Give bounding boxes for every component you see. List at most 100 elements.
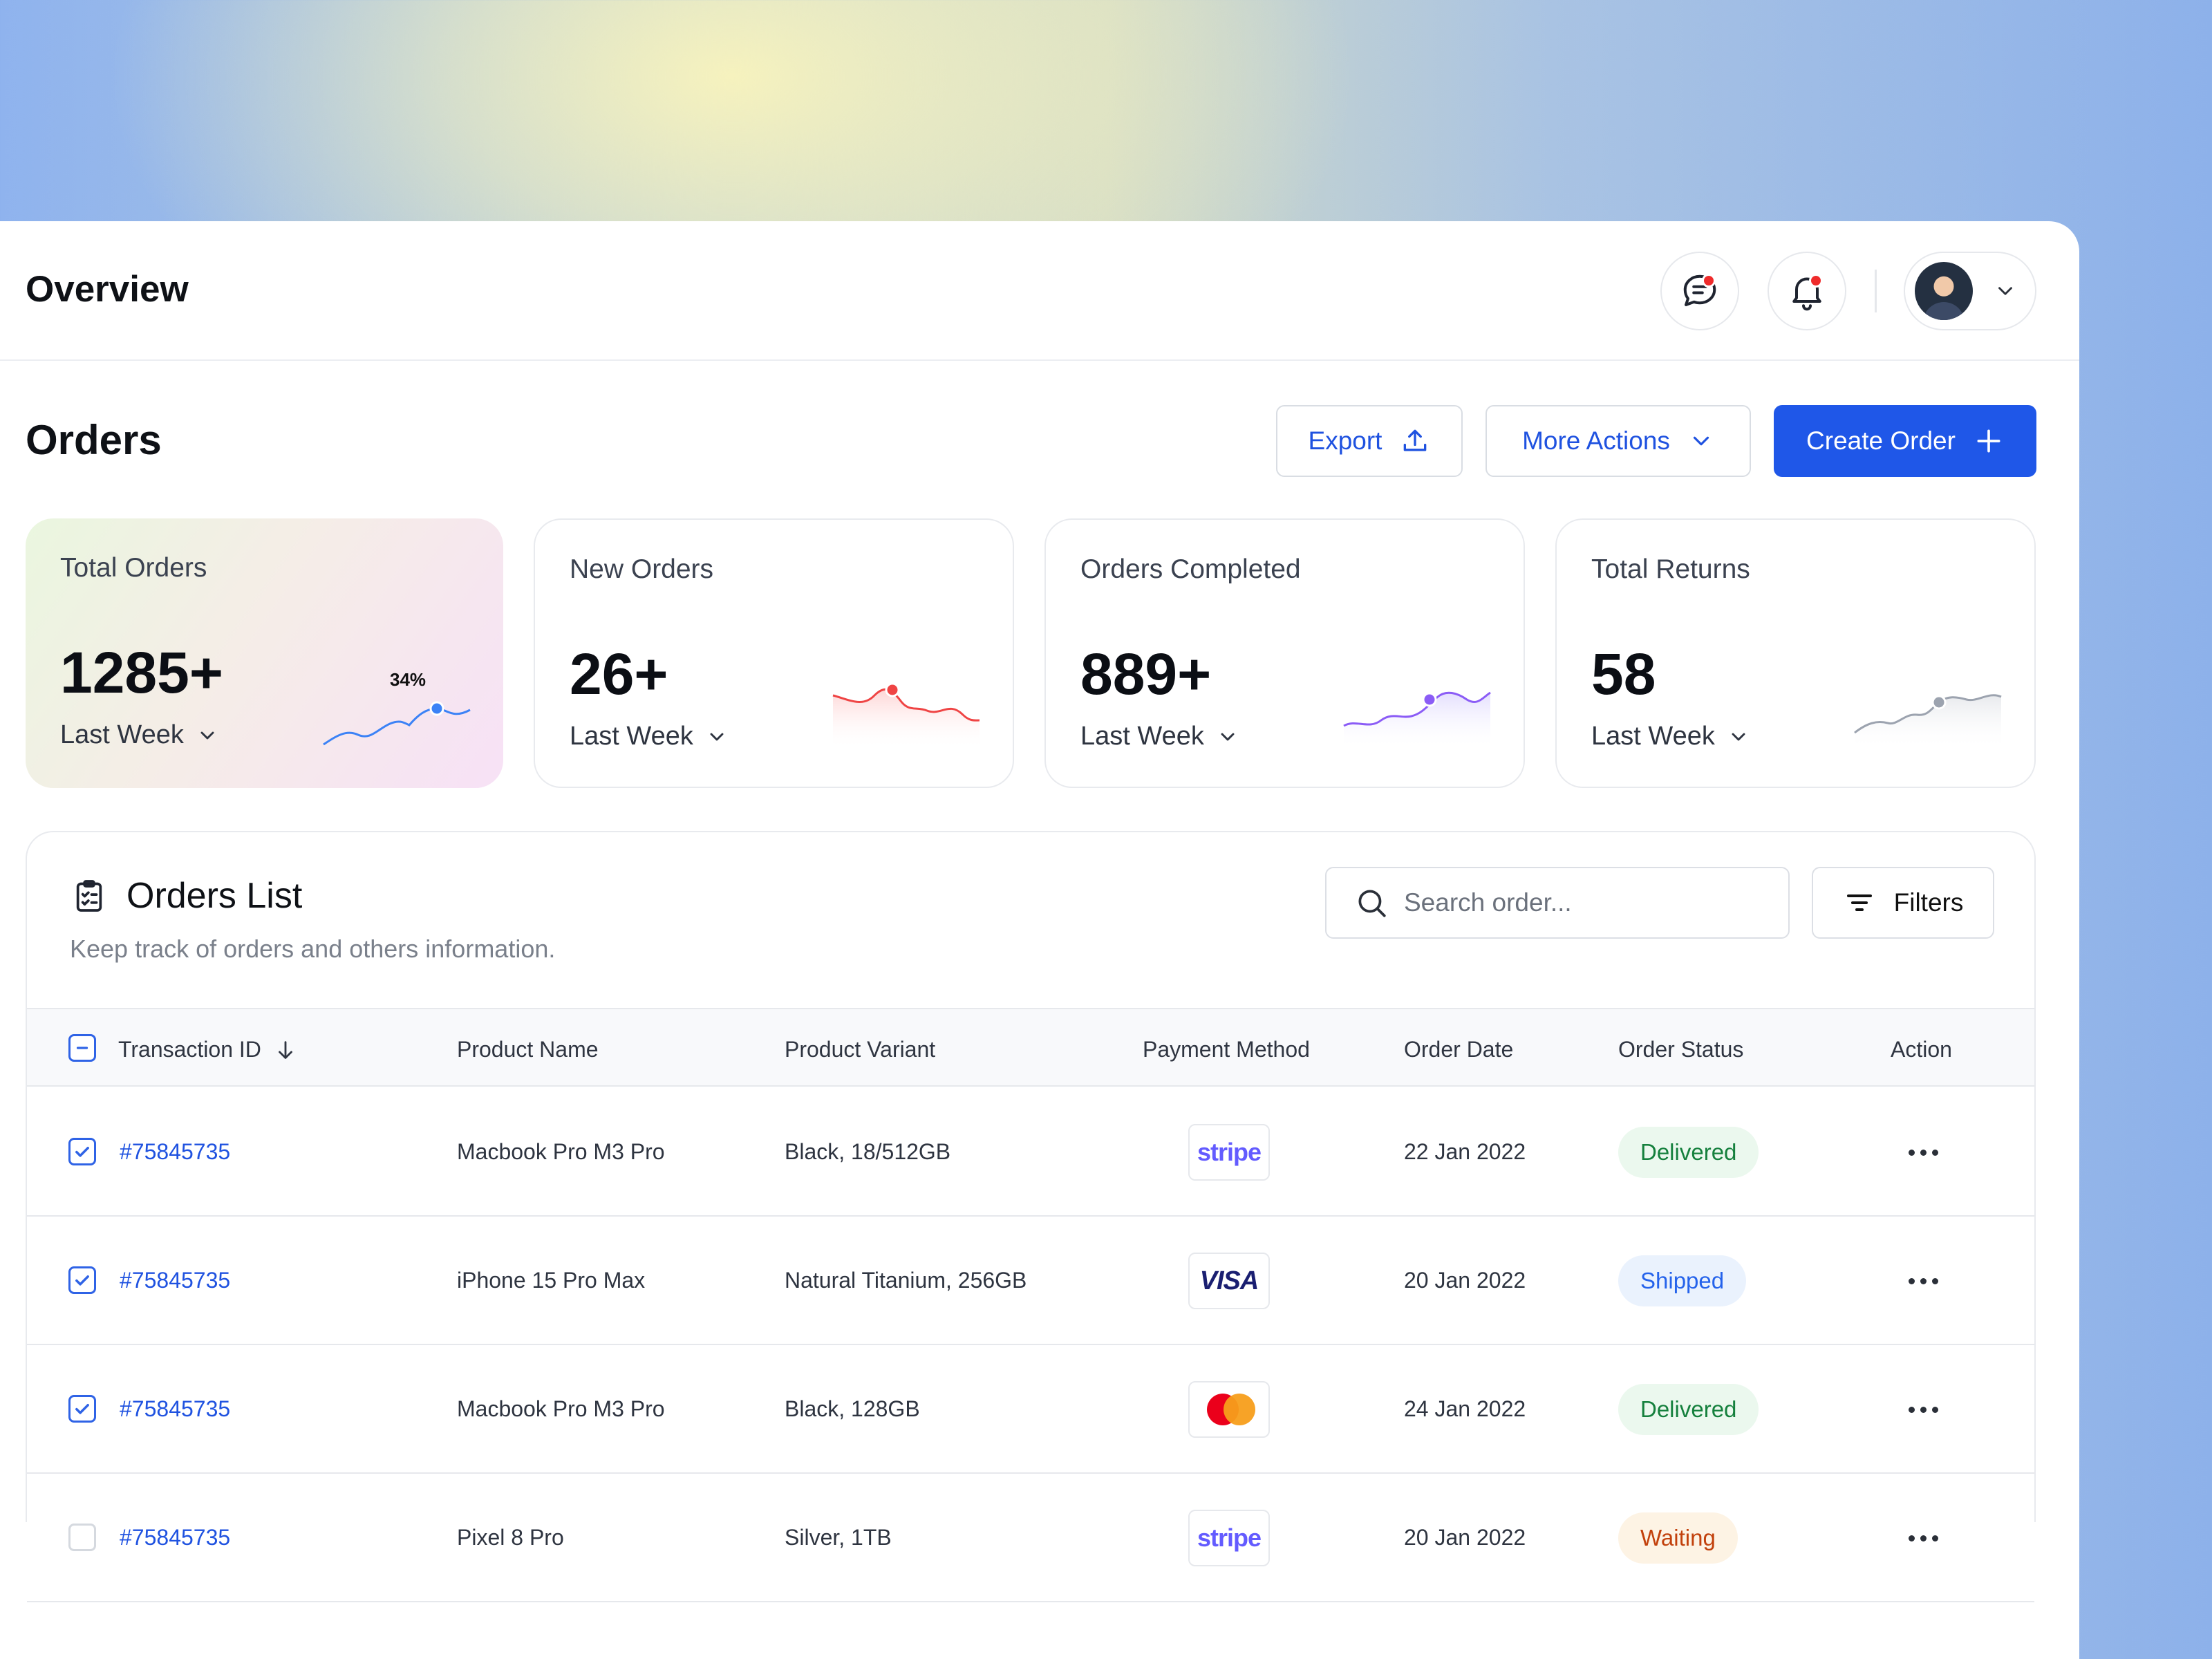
create-order-button[interactable]: Create Order [1774, 405, 2036, 477]
row-checkbox[interactable] [68, 1138, 96, 1165]
row-checkbox[interactable] [68, 1524, 96, 1551]
row-checkbox[interactable] [68, 1395, 96, 1423]
table-row: #75845735 Macbook Pro M3 Pro Black, 18/5… [27, 1088, 2034, 1217]
status-badge: Shipped [1618, 1255, 1747, 1306]
period-selector[interactable]: Last Week [60, 720, 218, 750]
more-icon [1920, 1149, 1927, 1156]
select-all-checkbox[interactable] [68, 1034, 96, 1062]
row-actions-button[interactable] [1909, 1131, 1938, 1174]
table-header: Transaction ID Product Name Product Vari… [27, 1008, 2034, 1087]
transaction-id-link[interactable]: #75845735 [120, 1139, 231, 1164]
order-date: 24 Jan 2022 [1404, 1396, 1526, 1421]
more-icon [1932, 1149, 1938, 1156]
chevron-down-icon [1693, 436, 1709, 446]
stat-value: 26+ [570, 641, 668, 706]
more-icon [1909, 1535, 1915, 1541]
period-selector[interactable]: Last Week [570, 722, 728, 751]
column-action: Action [1891, 1037, 1952, 1062]
row-actions-button[interactable] [1909, 1388, 1938, 1431]
stripe-logo: stripe [1197, 1138, 1262, 1166]
transaction-id-link[interactable]: #75845735 [120, 1268, 231, 1293]
top-bar: Overview [0, 221, 2079, 361]
column-transaction-id[interactable]: Transaction ID [118, 1037, 297, 1062]
chevron-down-icon [200, 731, 214, 739]
stat-label: Orders Completed [1080, 554, 1301, 584]
transaction-id-link[interactable]: #75845735 [120, 1396, 231, 1421]
row-checkbox[interactable] [68, 1266, 96, 1294]
chevron-down-icon [710, 733, 724, 740]
divider [1875, 270, 1877, 312]
notification-dot [1702, 274, 1716, 288]
product-variant: Black, 128GB [785, 1396, 920, 1421]
payment-method-visa: VISA [1188, 1253, 1270, 1309]
check-icon [75, 1147, 89, 1157]
export-button[interactable]: Export [1276, 405, 1463, 477]
search-icon [1358, 890, 1386, 917]
column-order-date: Order Date [1404, 1037, 1514, 1062]
stat-card-orders-completed: Orders Completed 889+ Last Week [1044, 518, 1525, 788]
notification-dot [1809, 274, 1823, 288]
more-icon [1909, 1406, 1915, 1413]
table-row: #75845735 iPhone 15 Pro Max Natural Tita… [27, 1217, 2034, 1345]
stat-card-total-returns: Total Returns 58 Last Week [1555, 518, 2036, 788]
transaction-id-link[interactable]: #75845735 [120, 1525, 231, 1550]
sparkline-new-orders [832, 682, 980, 749]
check-icon [75, 1404, 89, 1414]
product-name: iPhone 15 Pro Max [457, 1268, 646, 1293]
row-actions-button[interactable] [1909, 1259, 1938, 1302]
column-product-name: Product Name [457, 1037, 599, 1062]
product-name: Macbook Pro M3 Pro [457, 1139, 665, 1164]
sparkline-orders-completed [1343, 691, 1491, 749]
more-icon [1920, 1277, 1927, 1284]
search-placeholder: Search order... [1404, 888, 1572, 917]
sparkline-total-orders [323, 701, 471, 746]
search-input[interactable]: Search order... [1325, 867, 1790, 939]
more-icon [1932, 1277, 1938, 1284]
payment-method-stripe: stripe [1188, 1124, 1270, 1181]
filters-button[interactable]: Filters [1812, 867, 1994, 939]
product-name: Macbook Pro M3 Pro [457, 1396, 665, 1421]
table-row: #75845735 Pixel 8 Pro Silver, 1TB stripe… [27, 1474, 2034, 1602]
more-icon [1920, 1535, 1927, 1541]
chevron-down-icon [1998, 287, 2012, 295]
trend-badge: 34% [390, 669, 427, 690]
list-subtitle: Keep track of orders and others informat… [70, 935, 556, 963]
avatar [1915, 262, 1973, 320]
stat-label: Total Returns [1591, 554, 1750, 584]
stat-card-new-orders: New Orders 26+ Last Week [534, 518, 1014, 788]
more-icon [1909, 1277, 1915, 1284]
payment-method-stripe: stripe [1188, 1510, 1270, 1566]
stat-card-total-orders: Total Orders 1285+ Last Week 34% [26, 518, 503, 788]
orders-header: Orders Export More Actions Create Order [0, 361, 2079, 541]
stat-value: 889+ [1080, 641, 1212, 706]
column-payment-method: Payment Method [1143, 1037, 1310, 1062]
arrow-down-icon [278, 1040, 292, 1059]
chevron-down-icon [1732, 733, 1745, 740]
stat-label: New Orders [570, 554, 714, 584]
orders-list-title: Orders List [70, 875, 302, 917]
payment-method-mastercard [1188, 1381, 1270, 1438]
messages-button[interactable] [1660, 252, 1739, 330]
period-selector[interactable]: Last Week [1591, 722, 1750, 751]
orders-title: Orders [26, 417, 162, 463]
chevron-down-icon [1221, 733, 1235, 740]
orders-list: Orders List Keep track of orders and oth… [26, 831, 2036, 1602]
column-order-status: Order Status [1618, 1037, 1744, 1062]
more-icon [1920, 1406, 1927, 1413]
chat-icon [1683, 274, 1716, 306]
notifications-button[interactable] [1768, 252, 1846, 330]
more-actions-button[interactable]: More Actions [1485, 405, 1751, 477]
order-date: 22 Jan 2022 [1404, 1139, 1526, 1164]
period-label: Last Week [1080, 722, 1204, 751]
stat-value: 1285+ [60, 640, 223, 705]
profile-menu[interactable] [1904, 252, 2036, 330]
page-title: Overview [26, 269, 189, 310]
create-order-label: Create Order [1806, 427, 1956, 455]
check-icon [75, 1275, 89, 1286]
status-badge: Delivered [1618, 1127, 1759, 1178]
row-actions-button[interactable] [1909, 1517, 1938, 1559]
product-name: Pixel 8 Pro [457, 1525, 564, 1550]
period-selector[interactable]: Last Week [1080, 722, 1239, 751]
upload-icon [1404, 429, 1427, 451]
order-date: 20 Jan 2022 [1404, 1268, 1526, 1293]
